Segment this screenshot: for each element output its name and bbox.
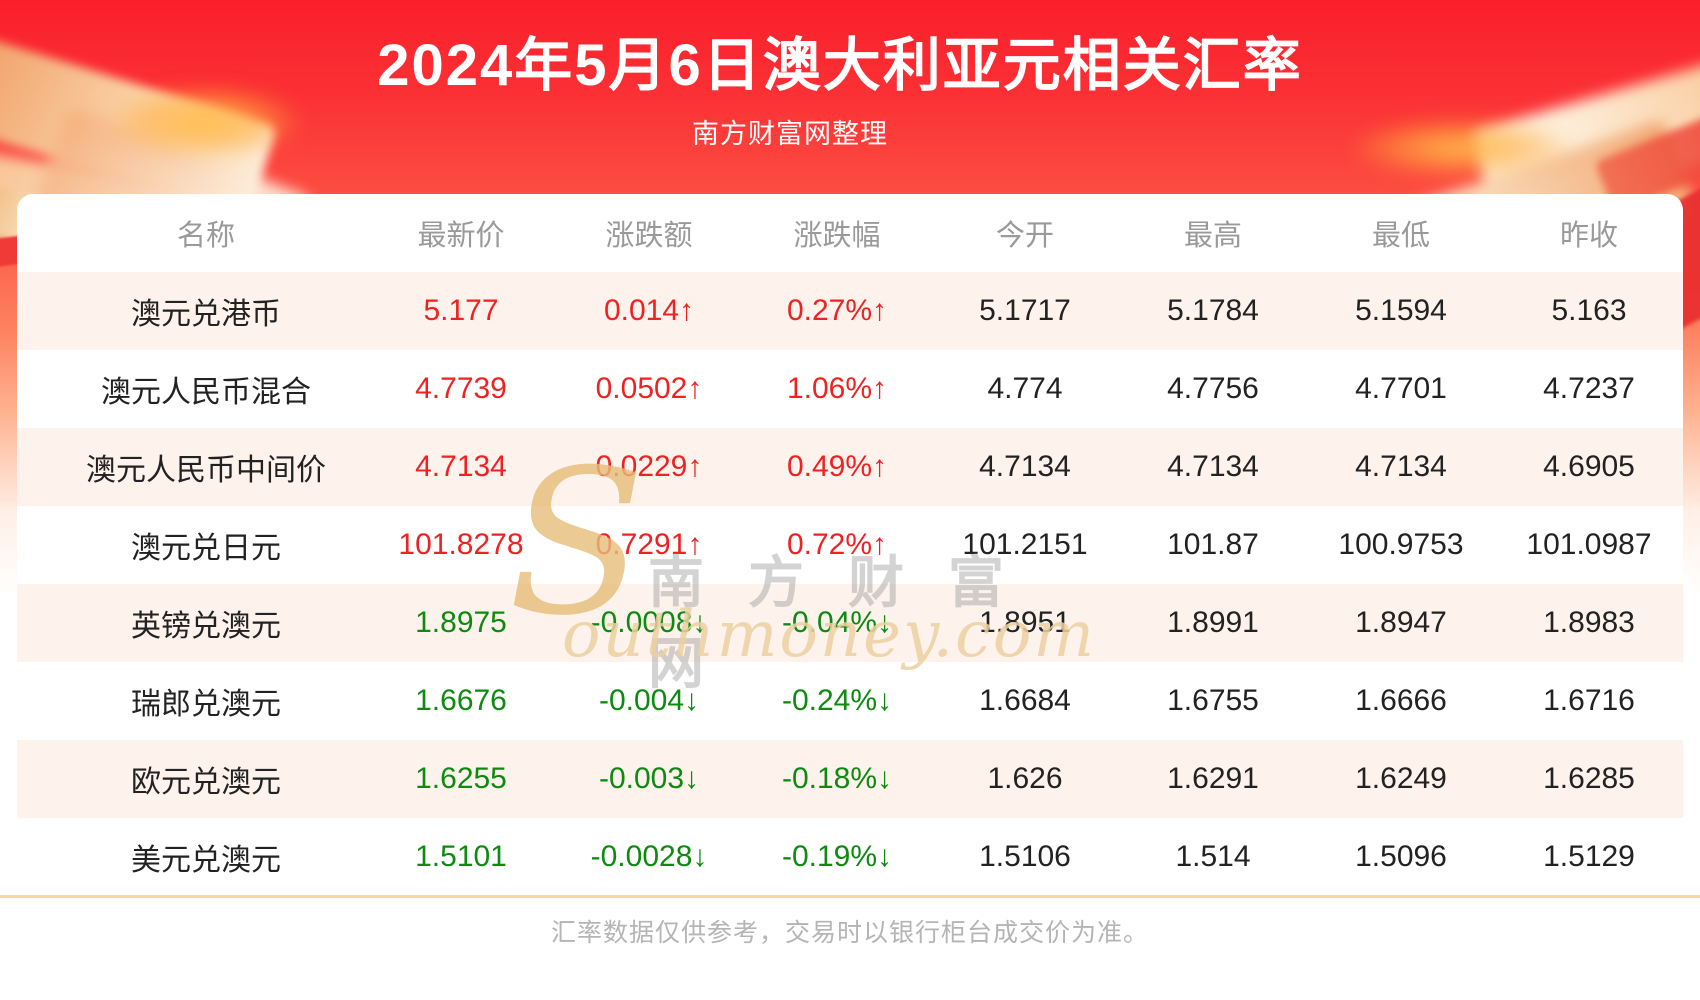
column-header-high: 最高	[1183, 220, 1242, 252]
pair-name: 美元兑澳元	[131, 844, 281, 877]
change-amount-value: 0.014↑	[603, 294, 695, 327]
pair-name: 澳元人民币中间价	[86, 454, 326, 487]
table-row: 美元兑澳元 1.5101 -0.0028↓ -0.19%↓ 1.5106 1.5…	[17, 818, 1683, 896]
prev-close-value: 4.7237	[1543, 372, 1635, 405]
high-value: 1.514	[1175, 840, 1251, 873]
change-percent-value: -0.04%↓	[781, 606, 893, 639]
column-header-open: 今开	[995, 220, 1054, 252]
pair-name: 澳元兑日元	[131, 532, 281, 565]
low-value: 4.7701	[1355, 372, 1447, 405]
change-amount-value: 0.0229↑	[595, 450, 703, 483]
high-value: 1.6291	[1167, 762, 1259, 795]
latest-price-value: 1.6255	[415, 762, 507, 795]
pair-name: 英镑兑澳元	[131, 610, 281, 643]
prev-close-value: 1.8983	[1543, 606, 1635, 639]
prev-close-value: 1.6716	[1543, 684, 1635, 717]
pair-name: 欧元兑澳元	[131, 766, 281, 799]
low-value: 1.6249	[1355, 762, 1447, 795]
table-header-row: 名称 最新价 涨跌额 涨跌幅 今开 最高 最低 昨收	[17, 194, 1683, 272]
change-amount-value: -0.0028↓	[590, 840, 708, 873]
pair-name: 澳元人民币混合	[101, 376, 311, 409]
high-value: 101.87	[1167, 528, 1259, 561]
high-value: 1.6755	[1167, 684, 1259, 717]
change-percent-value: 0.72%↑	[786, 528, 888, 561]
change-amount-value: 0.7291↑	[595, 528, 703, 561]
change-percent-value: -0.18%↓	[781, 762, 893, 795]
rates-table-card: 名称 最新价 涨跌额 涨跌幅 今开 最高 最低 昨收 澳元兑港币 5.177 0…	[17, 194, 1683, 1000]
prev-close-value: 5.163	[1551, 294, 1627, 327]
change-percent-value: -0.24%↓	[781, 684, 893, 717]
latest-price-value: 4.7134	[415, 450, 507, 483]
table-row: 澳元兑港币 5.177 0.014↑ 0.27%↑ 5.1717 5.1784 …	[17, 272, 1683, 350]
open-value: 1.8951	[979, 606, 1071, 639]
footer-disclaimer: 汇率数据仅供参考，交易时以银行柜台成交价为准。	[550, 919, 1149, 947]
pair-name: 瑞郎兑澳元	[131, 688, 281, 721]
southmoney-watermark: S 南方财富网 outhmoney.com	[500, 444, 1120, 712]
change-amount-value: -0.004↓	[598, 684, 700, 717]
column-header-change: 涨跌额	[605, 220, 693, 252]
change-percent-value: 1.06%↑	[786, 372, 888, 405]
prev-close-value: 1.6285	[1543, 762, 1635, 795]
open-value: 1.626	[987, 762, 1063, 795]
column-header-low: 最低	[1371, 220, 1430, 252]
high-value: 5.1784	[1167, 294, 1259, 327]
open-value: 4.7134	[979, 450, 1071, 483]
high-value: 4.7134	[1167, 450, 1259, 483]
high-value: 1.8991	[1167, 606, 1259, 639]
low-value: 4.7134	[1355, 450, 1447, 483]
change-percent-value: -0.19%↓	[781, 840, 893, 873]
watermark-s-logo-icon: S	[508, 427, 646, 660]
table-row: 澳元兑日元 101.8278 0.7291↑ 0.72%↑ 101.2151 1…	[17, 506, 1683, 584]
low-value: 1.5096	[1355, 840, 1447, 873]
table-row: 英镑兑澳元 1.8975 -0.0008↓ -0.04%↓ 1.8951 1.8…	[17, 584, 1683, 662]
page-title: 2024年5月6日澳大利亚元相关汇率	[377, 33, 1303, 98]
low-value: 5.1594	[1355, 294, 1447, 327]
prev-close-value: 1.5129	[1543, 840, 1635, 873]
table-row: 欧元兑澳元 1.6255 -0.003↓ -0.18%↓ 1.626 1.629…	[17, 740, 1683, 818]
open-value: 5.1717	[979, 294, 1071, 327]
latest-price-value: 5.177	[423, 294, 499, 327]
pair-name: 澳元兑港币	[131, 298, 281, 331]
table-row: 澳元人民币混合 4.7739 0.0502↑ 1.06%↑ 4.774 4.77…	[17, 350, 1683, 428]
column-header-change-pct: 涨跌幅	[793, 220, 881, 252]
open-value: 1.5106	[979, 840, 1071, 873]
open-value: 1.6684	[979, 684, 1071, 717]
change-percent-value: 0.49%↑	[786, 450, 888, 483]
open-value: 101.2151	[962, 528, 1088, 561]
page-subtitle: 南方财富网整理	[692, 119, 888, 149]
watermark-en-text: outhmoney.com	[562, 598, 1097, 672]
column-header-name: 名称	[176, 220, 235, 252]
latest-price-value: 1.5101	[415, 840, 507, 873]
low-value: 100.9753	[1338, 528, 1464, 561]
change-amount-value: -0.0008↓	[590, 606, 708, 639]
watermark-cn-text: 南方财富网	[648, 551, 1048, 695]
high-value: 4.7756	[1167, 372, 1259, 405]
change-amount-value: 0.0502↑	[595, 372, 703, 405]
change-amount-value: -0.003↓	[598, 762, 700, 795]
prev-close-value: 4.6905	[1543, 450, 1635, 483]
prev-close-value: 101.0987	[1526, 528, 1652, 561]
column-header-latest: 最新价	[417, 220, 505, 252]
latest-price-value: 1.8975	[415, 606, 507, 639]
latest-price-value: 101.8278	[398, 528, 524, 561]
change-percent-value: 0.27%↑	[786, 294, 888, 327]
latest-price-value: 4.7739	[415, 372, 507, 405]
footer-divider	[0, 895, 1700, 898]
low-value: 1.6666	[1355, 684, 1447, 717]
table-row: 瑞郎兑澳元 1.6676 -0.004↓ -0.24%↓ 1.6684 1.67…	[17, 662, 1683, 740]
open-value: 4.774	[987, 372, 1063, 405]
low-value: 1.8947	[1355, 606, 1447, 639]
table-body: 澳元兑港币 5.177 0.014↑ 0.27%↑ 5.1717 5.1784 …	[17, 272, 1683, 896]
table-row: 澳元人民币中间价 4.7134 0.0229↑ 0.49%↑ 4.7134 4.…	[17, 428, 1683, 506]
column-header-prev-close: 昨收	[1559, 220, 1618, 252]
latest-price-value: 1.6676	[415, 684, 507, 717]
